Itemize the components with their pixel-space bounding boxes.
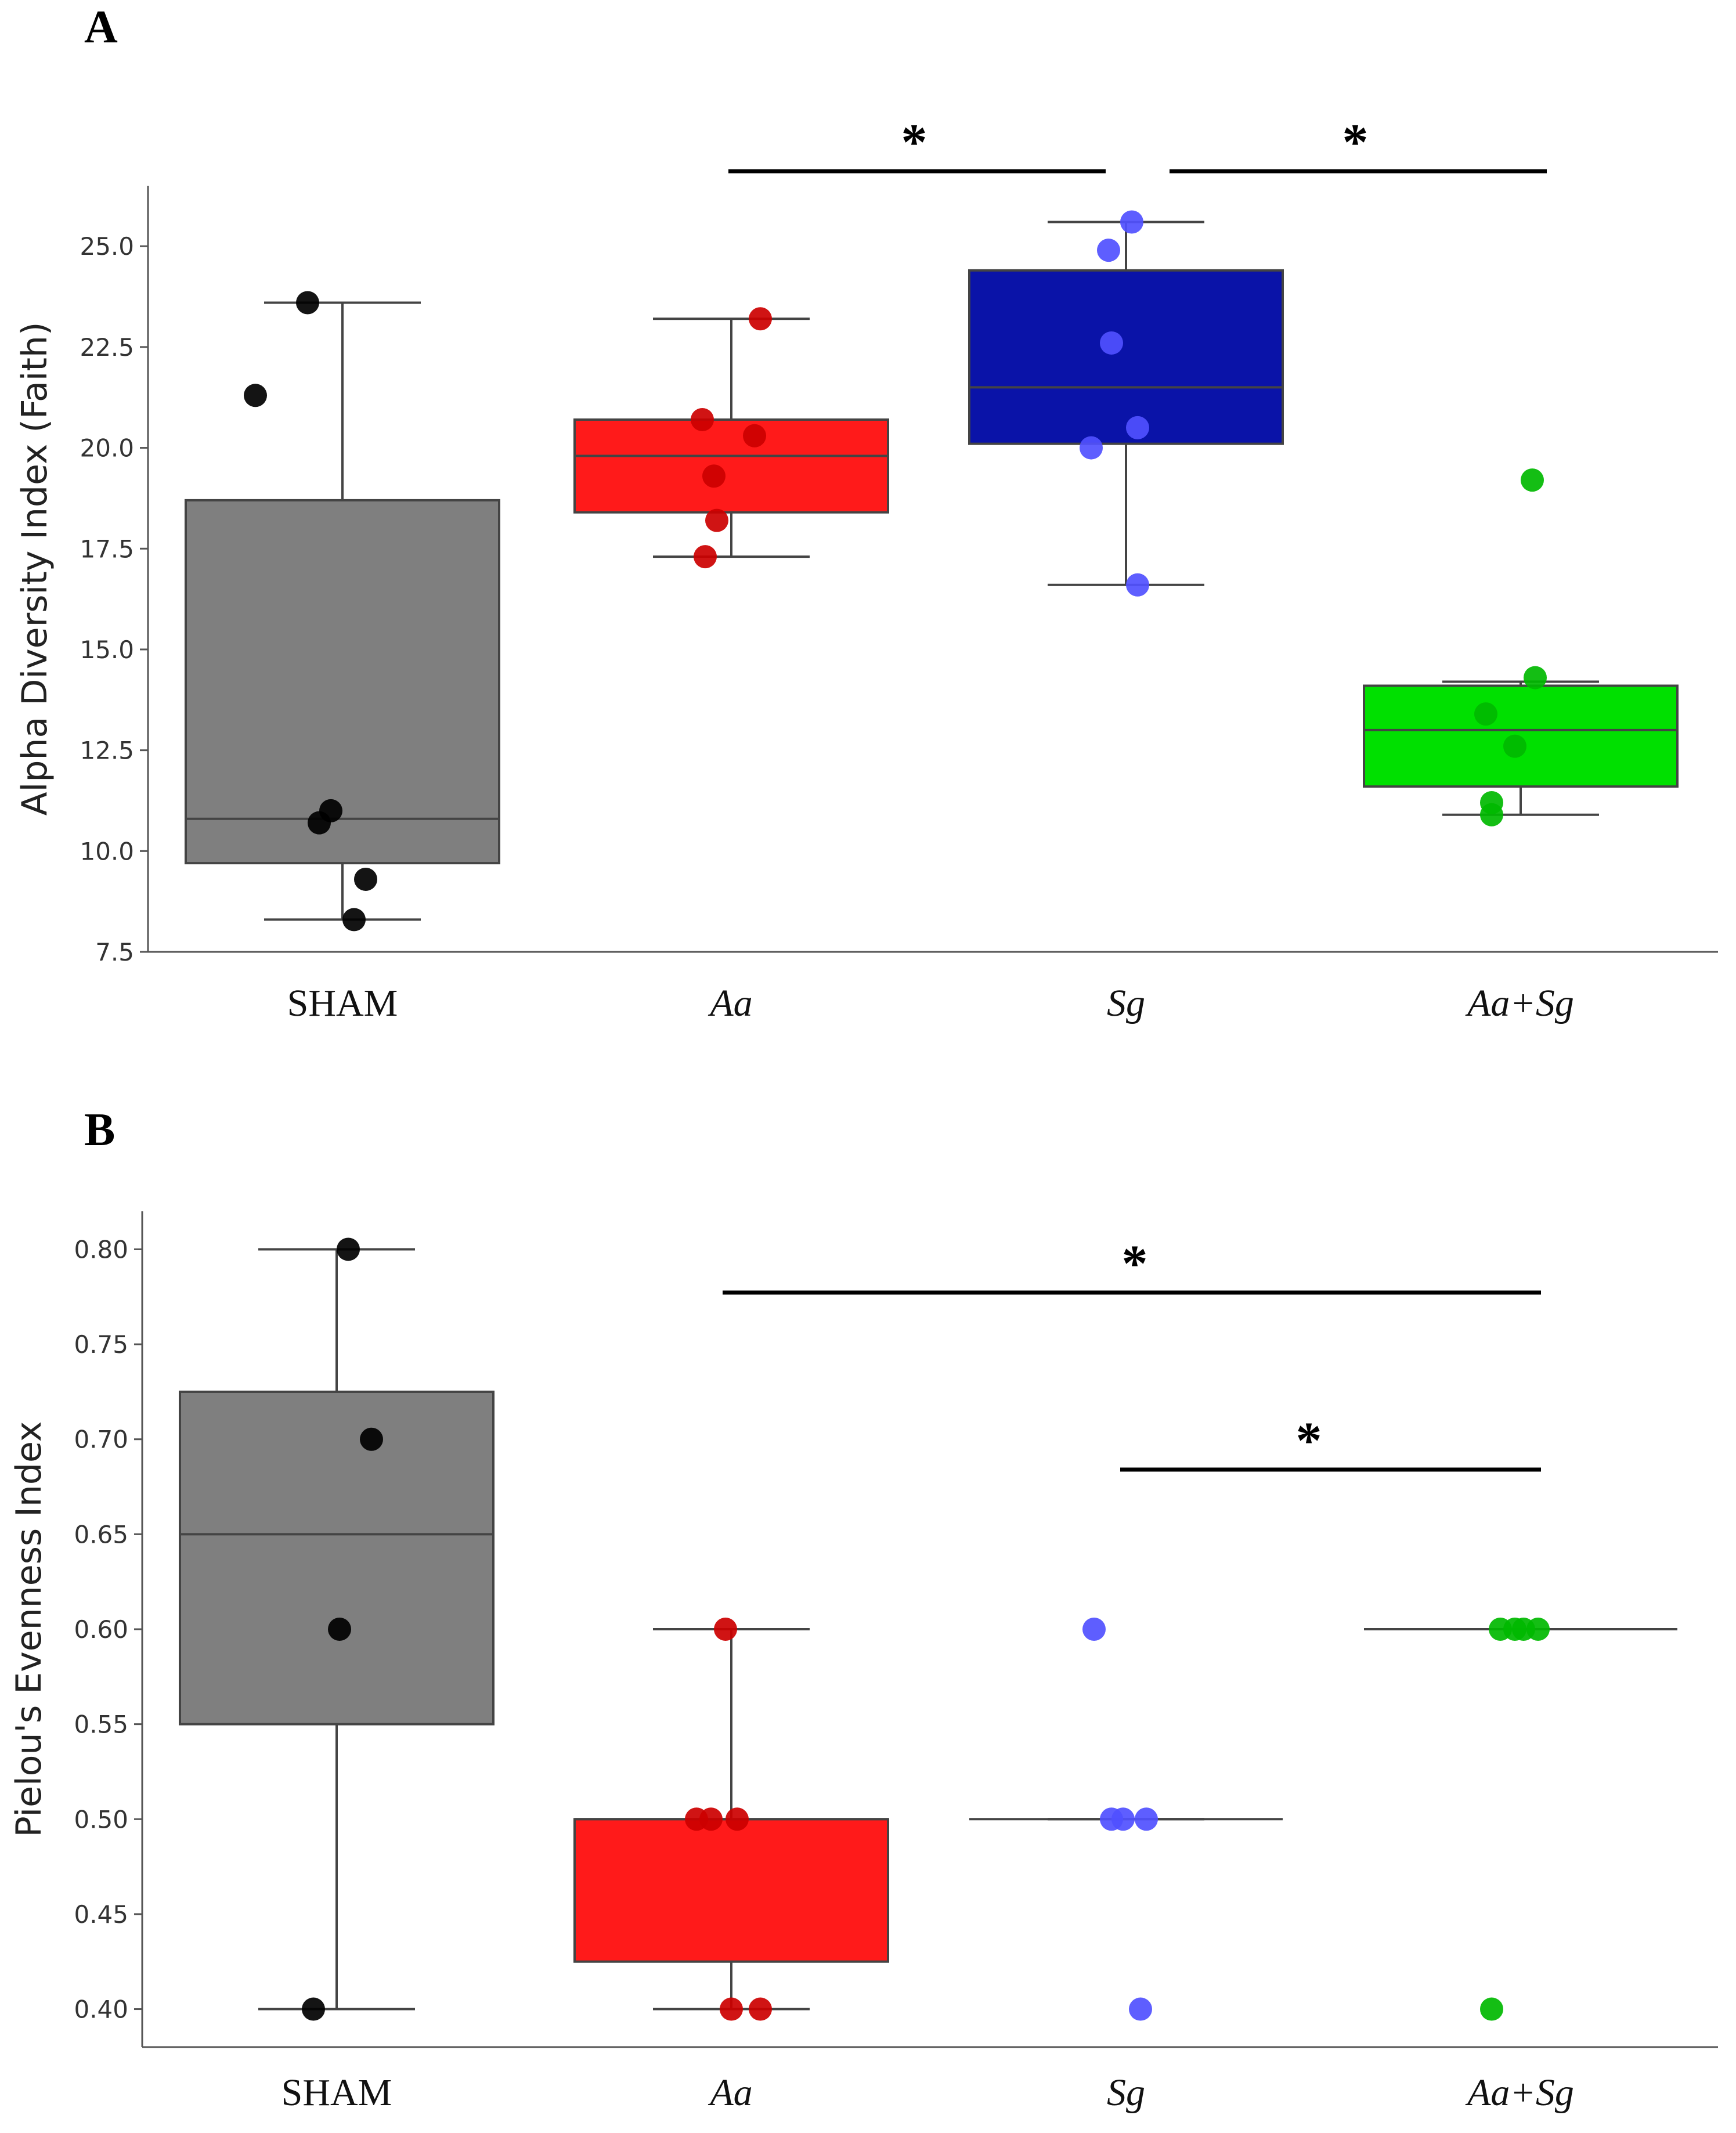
data-point-aa — [749, 1997, 772, 2021]
y-tick-label: 0.55 — [74, 1710, 128, 1739]
data-point-aa — [694, 545, 717, 569]
data-point-sg — [1100, 331, 1123, 355]
panel-b: B 0.40 0.45 0.50 0.55 0.60 0.65 0.70 0.75 0.80 Pi… — [0, 1066, 1736, 2133]
data-point-sham — [360, 1427, 383, 1451]
x-category-label-sham: SHAM — [287, 982, 398, 1024]
data-point-aa-sg — [1524, 666, 1547, 690]
data-point-aa-sg — [1521, 468, 1544, 492]
y-tick-label: 0.65 — [74, 1520, 128, 1549]
data-point-sg — [1120, 210, 1143, 234]
x-category-label-aa-sg: Aa+Sg — [1465, 982, 1574, 1024]
data-point-sham — [342, 908, 366, 932]
significance-star: * — [1122, 1235, 1148, 1293]
y-tick-label: 12.5 — [80, 737, 134, 765]
data-point-sham — [337, 1237, 360, 1261]
box-aa — [573, 1818, 889, 1963]
data-point-aa — [702, 464, 726, 488]
y-tick-label: 0.80 — [74, 1235, 128, 1264]
box-sham — [185, 499, 500, 865]
x-category-label-sham: SHAM — [281, 2071, 392, 2114]
box-sham — [179, 1390, 495, 1726]
significance-star: * — [1342, 114, 1369, 171]
data-point-sham — [328, 1618, 351, 1641]
data-point-aa — [705, 508, 728, 532]
panel-a-label: A — [84, 2, 118, 53]
data-point-sham — [354, 867, 377, 891]
y-tick-label: 15.0 — [80, 636, 134, 664]
data-point-sg — [1097, 239, 1120, 262]
data-point-sg — [1126, 416, 1149, 439]
box-aa — [573, 418, 889, 514]
y-tick-label: 17.5 — [80, 535, 134, 563]
data-point-sham — [244, 384, 267, 407]
box-aa-sg — [1363, 684, 1679, 788]
data-point-sham — [302, 1997, 325, 2021]
y-tick-label: 0.70 — [74, 1425, 128, 1454]
y-tick-label: 25.0 — [80, 232, 134, 261]
panel-b-label: B — [84, 1105, 116, 1156]
y-tick-label: 0.45 — [74, 1900, 128, 1929]
data-point-aa-sg — [1503, 734, 1526, 758]
y-tick-label: 20.0 — [80, 434, 134, 463]
data-point-aa — [726, 1807, 749, 1831]
y-tick-label: 0.40 — [74, 1995, 128, 2024]
x-category-label-aa: Aa — [708, 982, 752, 1024]
data-point-aa — [699, 1807, 723, 1831]
data-point-aa — [714, 1618, 737, 1641]
data-point-aa-sg — [1526, 1618, 1550, 1641]
y-tick-label: 0.50 — [74, 1805, 128, 1834]
panel-b-chart: 0.40 0.45 0.50 0.55 0.60 0.65 0.70 0.75 0.80 Piel… — [9, 1211, 1718, 2114]
data-point-aa — [749, 307, 772, 331]
y-tick-label: 0.75 — [74, 1330, 128, 1359]
y-tick-label: 0.60 — [74, 1615, 128, 1644]
data-point-sg — [1080, 436, 1103, 460]
y-axis-label: Pielou's Evenness Index — [9, 1421, 49, 1838]
data-point-aa — [691, 407, 714, 431]
data-point-sg — [1129, 1997, 1152, 2021]
significance-star: * — [901, 114, 927, 171]
x-category-label-sg: Sg — [1107, 2071, 1145, 2114]
x-category-label-aa: Aa — [708, 2071, 752, 2114]
data-point-aa-sg — [1480, 803, 1503, 827]
data-point-sg — [1082, 1618, 1106, 1641]
data-point-sg — [1126, 573, 1149, 597]
x-category-label-aa-sg: Aa+Sg — [1465, 2071, 1574, 2114]
y-tick-label: 10.0 — [80, 837, 134, 865]
data-point-aa — [720, 1997, 743, 2021]
data-point-sham — [308, 811, 331, 835]
panel-a-chart: 7.5 10.0 12.5 15.0 17.5 20.0 22.5 25.0 Alpha Div… — [15, 114, 1718, 1024]
y-tick-label: 22.5 — [80, 333, 134, 362]
y-tick-label: 7.5 — [95, 938, 134, 966]
box-sg — [968, 269, 1284, 445]
data-point-sg — [1100, 1807, 1123, 1831]
data-point-aa — [743, 424, 766, 447]
panel-a: A 7.5 10.0 12.5 15.0 17.5 20.0 22.5 25.0 Alpha D… — [0, 0, 1736, 1066]
x-category-label-sg: Sg — [1107, 982, 1145, 1024]
data-point-aa-sg — [1474, 702, 1497, 726]
data-point-sg — [1135, 1807, 1158, 1831]
significance-star: * — [1296, 1412, 1322, 1470]
data-point-sham — [296, 291, 319, 315]
data-point-aa-sg — [1480, 1997, 1503, 2021]
y-axis-label: Alpha Diversity Index (Faith) — [15, 322, 55, 816]
